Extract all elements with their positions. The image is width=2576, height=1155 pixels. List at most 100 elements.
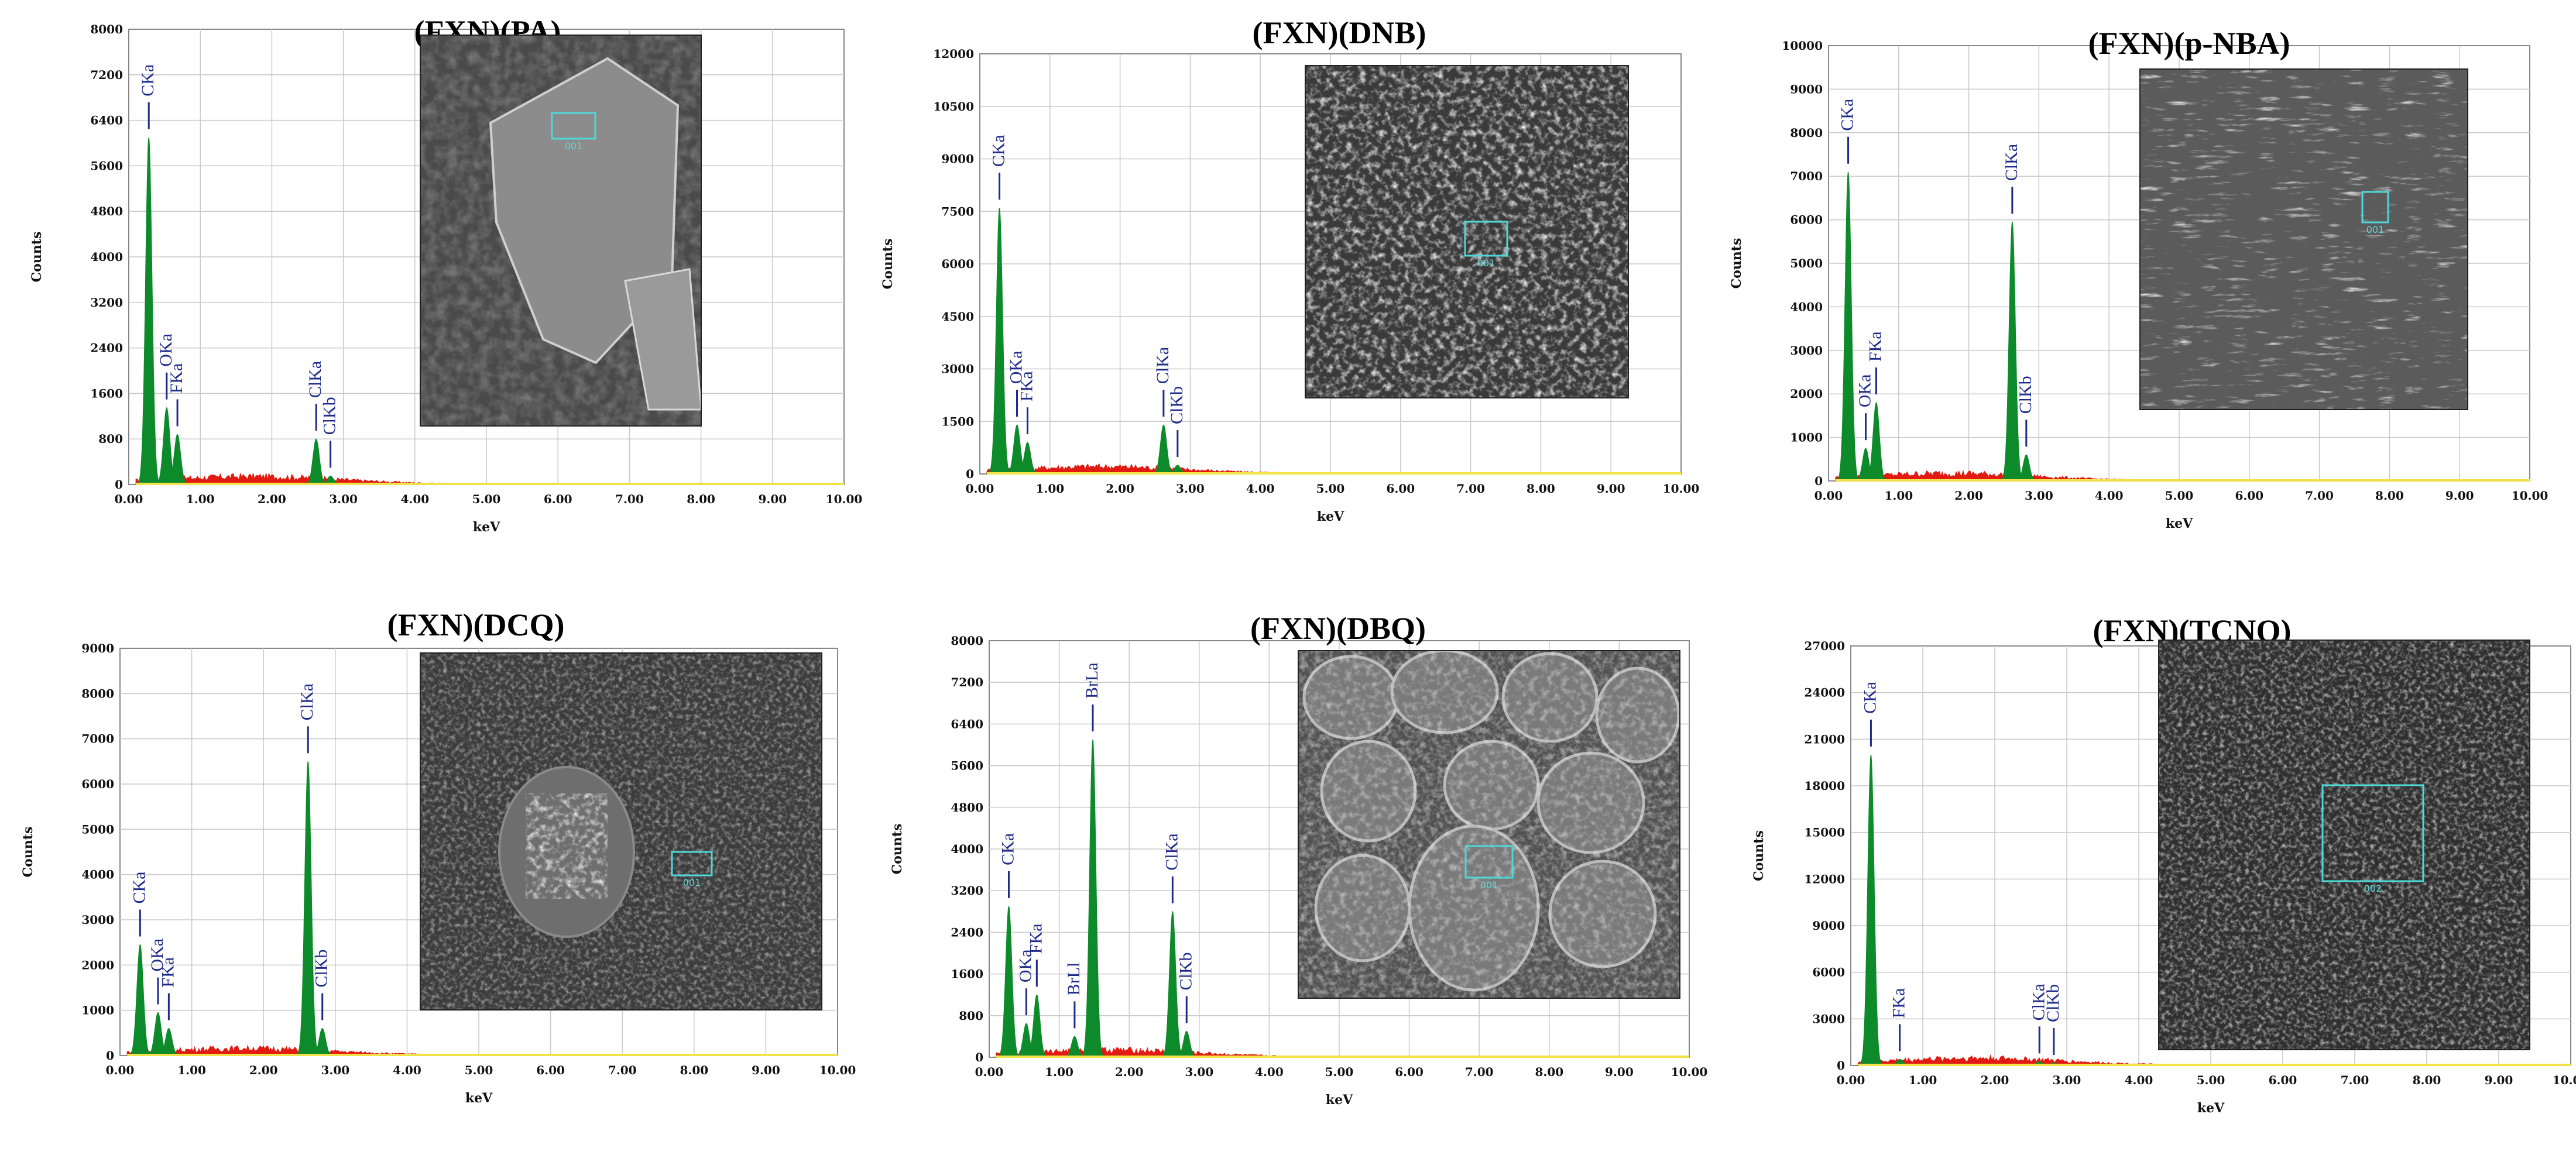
y-tick-label: 9000 (81, 641, 114, 655)
sem-analysis-box (671, 851, 713, 876)
y-tick-label: 7000 (81, 732, 114, 746)
x-tick-label: 6.00 (2235, 489, 2263, 503)
peak-cka (126, 944, 153, 1056)
peak-cka (135, 137, 163, 485)
x-tick-label: 2.00 (249, 1063, 278, 1077)
y-tick-label: 5000 (81, 822, 114, 836)
x-axis-title: keV (465, 1091, 493, 1106)
x-tick-label: 0.00 (106, 1063, 135, 1077)
peak-label: ClKb (2043, 984, 2063, 1022)
peak-label: OKa (148, 939, 167, 972)
y-tick-label: 10500 (933, 99, 974, 114)
y-tick-label: 12000 (1804, 872, 1845, 886)
y-tick-label: 7200 (951, 675, 983, 689)
y-tick-label: 7000 (1790, 169, 1823, 183)
sem-analysis-label: 001 (565, 140, 583, 152)
peak-label: ClKa (297, 683, 317, 720)
peak-label: FKa (1889, 988, 1909, 1019)
y-tick-label: 6000 (81, 777, 114, 791)
sem-analysis-label: 002 (2364, 883, 2382, 894)
y-axis-title: Counts (20, 827, 36, 878)
x-tick-label: 3.00 (2025, 489, 2053, 503)
y-tick-label: 2000 (1790, 387, 1823, 401)
y-tick-label: 1500 (941, 414, 974, 428)
x-tick-label: 8.00 (2375, 489, 2404, 503)
y-tick-label: 2000 (81, 958, 114, 972)
x-tick-label: 4.00 (393, 1063, 421, 1077)
y-tick-label: 24000 (1804, 686, 1845, 700)
x-tick-label: 3.00 (1176, 482, 1205, 496)
peak-label: CKa (1860, 682, 1879, 714)
y-tick-label: 10000 (1782, 39, 1823, 53)
x-tick-label: 4.00 (400, 492, 429, 506)
x-axis-title: keV (1317, 509, 1344, 524)
x-axis-title: keV (1326, 1092, 1353, 1108)
sem-fragment (624, 268, 701, 411)
sem-inset: 001 (1305, 65, 1629, 398)
x-tick-label: 1.00 (186, 492, 215, 506)
x-tick-label: 7.00 (2305, 489, 2334, 503)
panel-title: (FXN)(DBQ) (1250, 611, 1426, 646)
y-tick-label: 2400 (90, 341, 123, 355)
x-tick-label: 2.00 (1954, 489, 1983, 503)
panel-title: (FXN)(p-NBA) (2088, 26, 2290, 61)
y-axis-title: Counts (1751, 830, 1767, 881)
sem-analysis-label: 001 (1480, 879, 1498, 891)
x-axis-title: keV (473, 520, 500, 535)
peak-cka (1835, 171, 1862, 482)
y-tick-label: 6400 (90, 114, 123, 128)
x-tick-label: 5.00 (2197, 1073, 2225, 1087)
eds-panel-5: 0 800 1600 2400 3200 4000 4800 5600 6400 7200 8000… (890, 611, 1707, 1108)
x-tick-label: 9.00 (752, 1063, 780, 1077)
sem-analysis-box (2361, 191, 2389, 224)
peak-label: ClKa (2002, 144, 2021, 181)
peak-cka (1857, 754, 1885, 1066)
x-tick-label: 8.00 (1535, 1065, 1563, 1079)
x-tick-label: 8.00 (687, 492, 715, 506)
peak-label: OKa (1006, 351, 1025, 384)
y-tick-label: 2400 (951, 925, 983, 939)
x-tick-label: 7.00 (615, 492, 644, 506)
x-tick-label: 4.00 (2095, 489, 2124, 503)
y-axis-title: Counts (29, 232, 44, 283)
peak-label: FKa (167, 363, 186, 394)
y-tick-label: 9000 (941, 152, 974, 166)
peak-label: FKa (158, 957, 177, 988)
y-tick-label: 9000 (1812, 919, 1845, 933)
eds-panel-6: 0 3000 6000 9000 12000 15000 18000 21000 24000 27… (1751, 613, 2576, 1116)
y-tick-label: 8000 (81, 686, 114, 700)
sem-analysis-box (2321, 784, 2424, 882)
x-tick-label: 7.00 (2341, 1073, 2369, 1087)
y-tick-label: 15000 (1804, 826, 1845, 840)
sem-inset: 001 (420, 652, 822, 1010)
peak-label: CKa (129, 872, 149, 904)
y-tick-label: 5000 (1790, 256, 1823, 270)
y-tick-label: 800 (959, 1009, 983, 1023)
x-tick-label: 2.00 (1981, 1073, 2009, 1087)
x-axis-title: keV (2197, 1101, 2225, 1116)
x-tick-label: 9.00 (758, 492, 787, 506)
x-tick-label: 10.00 (1671, 1065, 1708, 1079)
peak-label: ClKa (1153, 347, 1172, 384)
sem-frame (420, 35, 702, 427)
y-tick-label: 0 (966, 467, 974, 481)
x-tick-label: 9.00 (1597, 482, 1625, 496)
y-tick-label: 7500 (941, 204, 974, 218)
peak-label: OKa (156, 334, 176, 367)
x-tick-label: 0.00 (1837, 1073, 1865, 1087)
y-tick-label: 1000 (1790, 431, 1823, 445)
y-tick-label: 6000 (1790, 213, 1823, 227)
peak-label: FKa (1026, 924, 1045, 954)
y-tick-label: 4000 (1790, 300, 1823, 314)
x-tick-label: 2.00 (1115, 1065, 1144, 1079)
y-tick-label: 3000 (1790, 343, 1823, 358)
peak-label: ClKb (2016, 376, 2035, 414)
y-tick-label: 4000 (90, 250, 123, 264)
x-tick-label: 9.00 (2445, 489, 2474, 503)
y-tick-label: 4000 (81, 868, 114, 882)
x-tick-label: 4.00 (1246, 482, 1275, 496)
x-axis-title: keV (2166, 516, 2193, 531)
peak-fka (1863, 402, 1889, 482)
sem-frame (420, 652, 822, 1010)
